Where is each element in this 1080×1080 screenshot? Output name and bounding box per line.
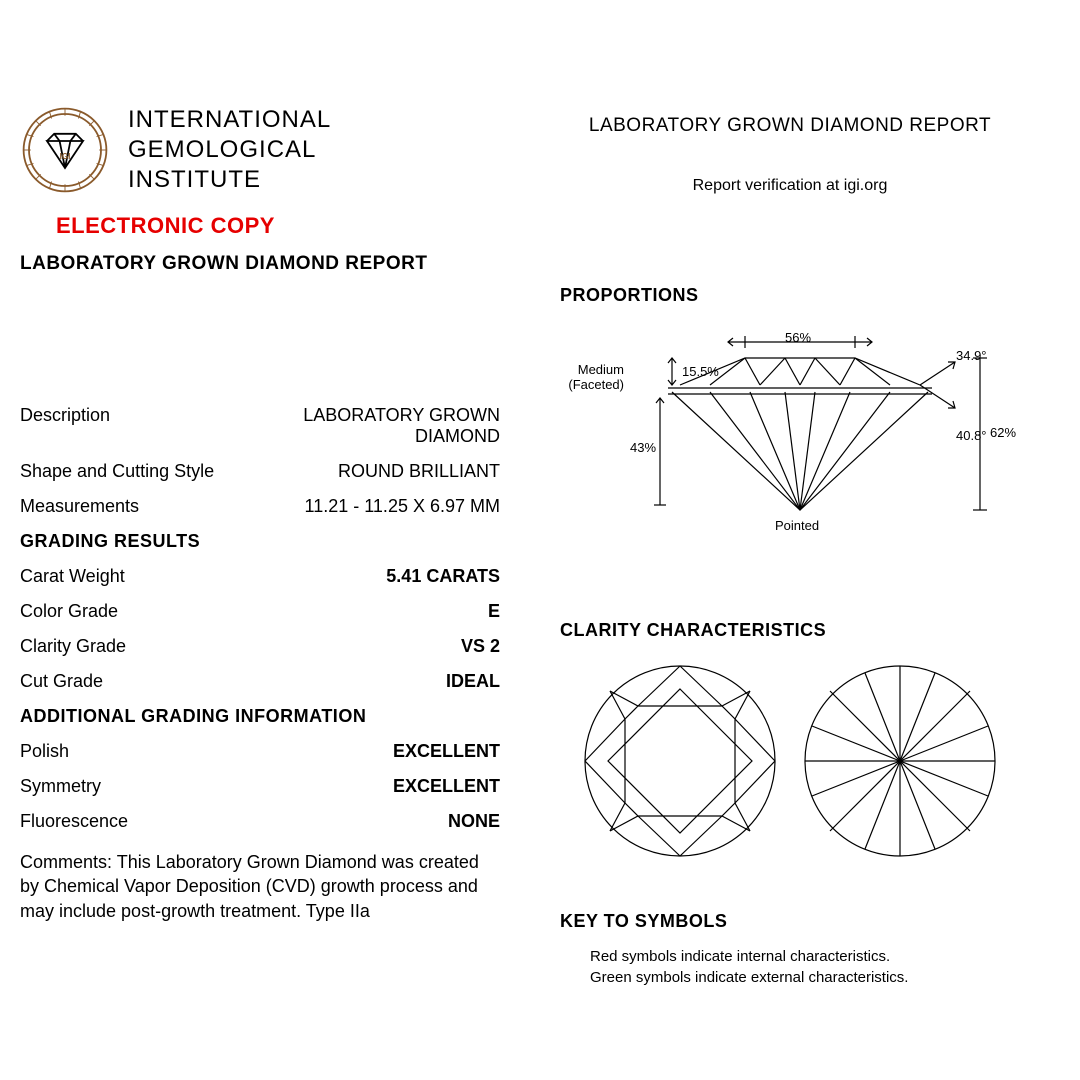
row-color: Color Grade E: [20, 601, 500, 622]
section-additional: ADDITIONAL GRADING INFORMATION: [20, 706, 500, 727]
label-carat: Carat Weight: [20, 566, 125, 587]
electronic-copy-stamp: ELECTRONIC COPY: [56, 213, 500, 239]
section-key-symbols: KEY TO SYMBOLS: [560, 911, 1020, 932]
value-measurements: 11.21 - 11.25 X 6.97 MM: [305, 496, 500, 517]
igi-seal-icon: IGI: [20, 105, 110, 195]
value-cut: IDEAL: [446, 671, 500, 692]
verify-text: Report verification at igi.org: [560, 177, 1020, 195]
prop-girdle: Medium (Faceted): [554, 362, 624, 392]
institute-name: INTERNATIONAL GEMOLOGICAL INSTITUTE: [128, 105, 331, 195]
proportions-diagram: 56% Medium (Faceted) 15.5% 34.9° 43% 40.…: [560, 320, 1020, 550]
value-polish: EXCELLENT: [393, 741, 500, 762]
label-clarity: Clarity Grade: [20, 636, 126, 657]
institute-line3: INSTITUTE: [128, 165, 331, 195]
row-clarity: Clarity Grade VS 2: [20, 636, 500, 657]
value-description: LABORATORY GROWN DIAMOND: [240, 405, 500, 447]
value-clarity: VS 2: [461, 636, 500, 657]
row-fluorescence: Fluorescence NONE: [20, 811, 500, 832]
prop-culet: Pointed: [775, 518, 819, 533]
prop-pavilion-angle: 40.8°: [956, 428, 987, 443]
label-cut: Cut Grade: [20, 671, 103, 692]
label-fluorescence: Fluorescence: [20, 811, 128, 832]
row-measurements: Measurements 11.21 - 11.25 X 6.97 MM: [20, 496, 500, 517]
prop-pavilion-depth: 43%: [630, 440, 656, 455]
key-red-text: Red symbols indicate internal characteri…: [590, 946, 1020, 967]
row-polish: Polish EXCELLENT: [20, 741, 500, 762]
value-shape: ROUND BRILLIANT: [338, 461, 500, 482]
svg-text:IGI: IGI: [60, 152, 71, 161]
label-shape: Shape and Cutting Style: [20, 461, 214, 482]
row-symmetry: Symmetry EXCELLENT: [20, 776, 500, 797]
section-proportions: PROPORTIONS: [560, 285, 1020, 306]
label-color: Color Grade: [20, 601, 118, 622]
comments-text: Comments: This Laboratory Grown Diamond …: [20, 850, 480, 923]
key-green-text: Green symbols indicate external characte…: [590, 967, 1020, 988]
institute-line1: INTERNATIONAL: [128, 105, 331, 135]
label-measurements: Measurements: [20, 496, 139, 517]
row-cut: Cut Grade IDEAL: [20, 671, 500, 692]
prop-table-pct: 56%: [785, 330, 811, 345]
prop-crown-angle: 34.9°: [956, 348, 987, 363]
clarity-crown-plot-icon: [580, 661, 780, 861]
institute-line2: GEMOLOGICAL: [128, 135, 331, 165]
label-polish: Polish: [20, 741, 69, 762]
row-shape: Shape and Cutting Style ROUND BRILLIANT: [20, 461, 500, 482]
prop-crown-height: 15.5%: [682, 364, 719, 379]
row-carat: Carat Weight 5.41 CARATS: [20, 566, 500, 587]
report-title-right: LABORATORY GROWN DIAMOND REPORT: [560, 115, 1020, 137]
value-color: E: [488, 601, 500, 622]
value-carat: 5.41 CARATS: [386, 566, 500, 587]
row-description: Description LABORATORY GROWN DIAMOND: [20, 405, 500, 447]
value-symmetry: EXCELLENT: [393, 776, 500, 797]
prop-total-depth: 62%: [990, 425, 1016, 440]
value-fluorescence: NONE: [448, 811, 500, 832]
report-title-left: LABORATORY GROWN DIAMOND REPORT: [20, 253, 500, 275]
label-symmetry: Symmetry: [20, 776, 101, 797]
section-grading-results: GRADING RESULTS: [20, 531, 500, 552]
clarity-pavilion-plot-icon: [800, 661, 1000, 861]
section-clarity-char: CLARITY CHARACTERISTICS: [560, 620, 1020, 641]
label-description: Description: [20, 405, 110, 426]
